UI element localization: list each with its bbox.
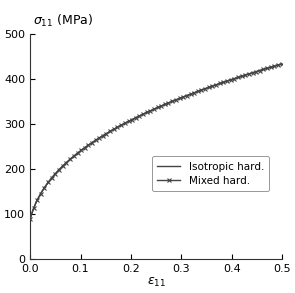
Legend: Isotropic hard., Mixed hard.: Isotropic hard., Mixed hard.: [152, 156, 269, 191]
Isotropic hard.: [178, 96, 182, 100]
Isotropic hard.: [28, 217, 32, 221]
X-axis label: $\varepsilon_{11}$: $\varepsilon_{11}$: [147, 276, 165, 289]
Isotropic hard.: [274, 64, 278, 67]
Mixed hard.: [178, 96, 182, 100]
Mixed hard.: [148, 109, 152, 113]
Line: Isotropic hard.: Isotropic hard.: [30, 64, 282, 219]
Text: $\sigma_{11}$ (MPa): $\sigma_{11}$ (MPa): [33, 13, 93, 29]
Isotropic hard.: [165, 102, 168, 105]
Mixed hard.: [280, 62, 284, 66]
Mixed hard.: [28, 217, 32, 221]
Mixed hard.: [235, 76, 238, 80]
Line: Mixed hard.: Mixed hard.: [28, 62, 284, 222]
Mixed hard.: [165, 102, 168, 105]
Isotropic hard.: [280, 62, 284, 66]
Isotropic hard.: [235, 76, 238, 80]
Isotropic hard.: [150, 109, 153, 112]
Mixed hard.: [274, 64, 278, 67]
Mixed hard.: [150, 109, 153, 112]
Isotropic hard.: [148, 109, 152, 113]
